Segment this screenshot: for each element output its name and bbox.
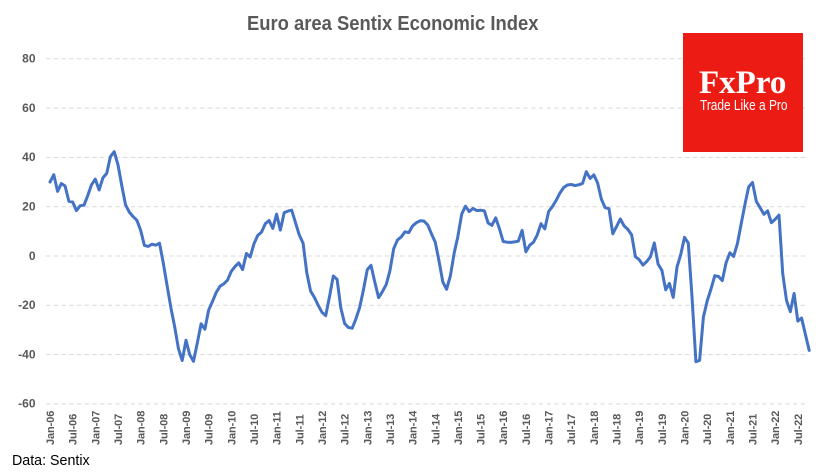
svg-text:Jul-11: Jul-11: [294, 414, 306, 445]
svg-text:Jan-18: Jan-18: [589, 411, 601, 445]
svg-text:Jul-17: Jul-17: [566, 414, 578, 445]
svg-text:-20: -20: [18, 298, 36, 312]
svg-text:-40: -40: [18, 347, 36, 361]
svg-text:Jul-20: Jul-20: [702, 414, 714, 445]
svg-text:Jul-13: Jul-13: [385, 414, 397, 445]
svg-text:Jul-12: Jul-12: [340, 414, 352, 445]
svg-text:Jan-11: Jan-11: [272, 411, 284, 445]
svg-text:Jul-07: Jul-07: [113, 414, 125, 445]
svg-text:Jan-22: Jan-22: [770, 411, 782, 445]
svg-text:Jan-20: Jan-20: [680, 411, 692, 445]
svg-text:Jan-13: Jan-13: [362, 411, 374, 445]
svg-text:0: 0: [29, 249, 36, 263]
svg-text:Jul-06: Jul-06: [68, 414, 80, 445]
svg-text:Jul-10: Jul-10: [249, 414, 261, 445]
svg-text:Jan-14: Jan-14: [408, 410, 420, 445]
svg-text:Jul-14: Jul-14: [430, 413, 442, 445]
svg-text:Jan-10: Jan-10: [226, 411, 238, 445]
svg-text:Jul-18: Jul-18: [612, 414, 624, 445]
svg-text:Jan-15: Jan-15: [453, 411, 465, 445]
svg-text:Jul-15: Jul-15: [476, 414, 488, 445]
svg-text:Jan-06: Jan-06: [45, 411, 57, 445]
svg-text:-60: -60: [18, 397, 36, 411]
svg-text:Jul-21: Jul-21: [748, 414, 760, 445]
svg-text:Jul-22: Jul-22: [793, 414, 805, 445]
svg-text:80: 80: [22, 52, 36, 66]
svg-text:Jan-12: Jan-12: [317, 411, 329, 445]
svg-text:Jan-17: Jan-17: [544, 411, 556, 445]
svg-text:Jan-09: Jan-09: [181, 411, 193, 445]
svg-text:Jan-19: Jan-19: [634, 411, 646, 445]
svg-text:Jul-09: Jul-09: [204, 414, 216, 445]
svg-text:Jan-16: Jan-16: [498, 411, 510, 445]
svg-text:Jul-16: Jul-16: [521, 414, 533, 445]
svg-text:Jan-21: Jan-21: [725, 411, 737, 445]
svg-text:Jan-08: Jan-08: [136, 411, 148, 445]
svg-text:Jul-08: Jul-08: [158, 414, 170, 445]
svg-text:20: 20: [22, 200, 36, 214]
svg-text:Jan-07: Jan-07: [90, 411, 102, 445]
svg-text:Jul-19: Jul-19: [657, 414, 669, 445]
svg-text:40: 40: [22, 150, 36, 164]
svg-text:60: 60: [22, 101, 36, 115]
